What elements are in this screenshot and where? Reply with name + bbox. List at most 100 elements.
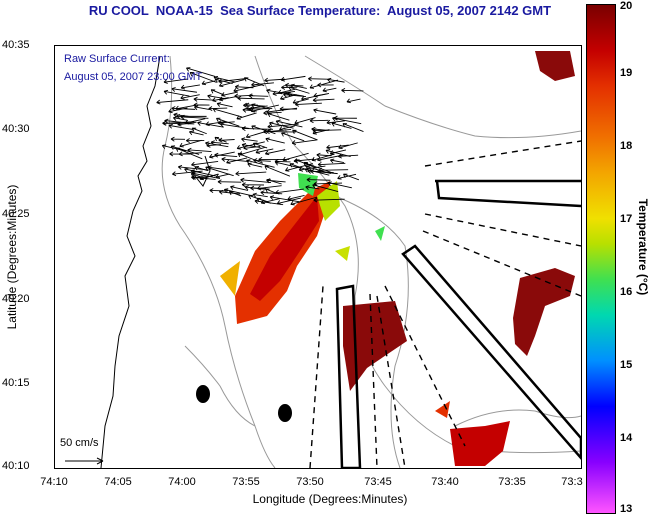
current-vector-arrow <box>252 192 268 198</box>
y-axis-label: Latitude (Degrees:Minutes) <box>5 184 19 330</box>
current-vector-arrow <box>241 182 264 188</box>
current-vector-arrow <box>215 117 240 127</box>
x-axis-label: Longitude (Degrees:Minutes) <box>252 492 408 506</box>
current-vector-arrow <box>326 144 349 150</box>
current-timestamp: August 05, 2007 23:00 GMT <box>64 71 203 83</box>
current-vector-arrow <box>317 161 346 167</box>
current-vector-arrow <box>187 147 212 153</box>
current-vector-arrow <box>252 142 268 149</box>
current-vector-arrow <box>309 79 339 89</box>
current-vector-arrow <box>208 106 228 111</box>
current-vector-arrow <box>193 96 216 102</box>
current-vector-arrow <box>263 110 282 116</box>
current-vector-arrow <box>255 148 274 154</box>
current-vector-arrow <box>256 197 272 204</box>
ytick: 40:30 <box>2 123 30 135</box>
current-vector-arrow <box>291 139 317 145</box>
current-vector-arrow <box>342 123 364 132</box>
xtick: 73:55 <box>232 476 260 488</box>
current-vector-arrow <box>199 173 219 181</box>
current-vector-arrow <box>267 123 299 129</box>
current-vector-arrow <box>197 121 224 128</box>
current-vector-arrow <box>279 125 295 131</box>
current-vector-arrow <box>333 115 357 121</box>
current-vector-arrow <box>241 137 258 143</box>
current-vector-arrow <box>175 104 198 111</box>
current-vector-arrow <box>264 165 291 177</box>
current-vector-arrow <box>179 139 202 148</box>
current-vector-arrow <box>205 121 226 127</box>
current-vector-arrow <box>329 158 345 164</box>
current-vector-arrow <box>332 116 362 125</box>
current-vector-arrow <box>341 88 364 93</box>
current-vector-arrow <box>292 129 318 141</box>
colorbar-tick: 14 <box>620 432 633 444</box>
survey-boxes <box>335 179 581 468</box>
current-vector-arrow <box>267 112 290 121</box>
current-vector-arrow <box>313 197 345 203</box>
current-vector-arrow <box>215 173 230 179</box>
surface-current-vectors <box>156 67 364 206</box>
current-vector-arrow <box>289 163 308 171</box>
current-vector-arrow <box>265 137 285 144</box>
current-vector-arrow <box>217 179 242 185</box>
current-vector-arrow <box>243 145 261 151</box>
current-vector-arrow <box>311 153 335 162</box>
scale-label: 50 cm/s <box>60 437 99 449</box>
current-vector-arrow <box>237 95 265 101</box>
current-vector-arrow <box>280 75 306 82</box>
bathymetry-contours <box>161 55 581 468</box>
sst-map-canvas <box>65 51 581 468</box>
current-vector-arrow <box>230 185 249 191</box>
current-vector-arrow <box>247 162 263 168</box>
current-vector-arrow <box>305 185 320 191</box>
current-vector-arrow <box>248 93 269 99</box>
current-vector-arrow <box>163 89 190 97</box>
current-vector-arrow <box>337 153 359 159</box>
current-vector-arrow <box>219 79 245 88</box>
current-vector-arrow <box>322 87 337 93</box>
colorbar-tick: 20 <box>620 0 633 12</box>
current-vector-arrow <box>274 160 301 169</box>
current-vector-arrow <box>236 141 265 150</box>
current-vector-arrow <box>189 130 204 136</box>
current-vector-arrow <box>246 159 275 168</box>
temperature-colorbar <box>586 4 616 514</box>
current-vector-arrow <box>214 152 238 158</box>
current-vector-arrow <box>233 84 263 93</box>
current-vector-arrow <box>312 183 339 192</box>
station-marker <box>278 404 292 422</box>
current-vector-arrow <box>223 188 254 197</box>
xtick: 74:05 <box>104 476 132 488</box>
current-vector-arrow <box>250 104 279 113</box>
current-vector-arrow <box>207 165 229 171</box>
current-vector-arrow <box>163 78 188 84</box>
scale-arrow <box>65 457 104 465</box>
current-vector-arrow <box>218 77 248 84</box>
current-vector-arrow <box>168 123 194 131</box>
colorbar-label: Temperature (°C) <box>636 198 650 296</box>
colorbar-tick: 17 <box>620 213 633 225</box>
current-vector-arrow <box>290 83 307 89</box>
current-vector-arrow <box>161 144 187 152</box>
current-vector-arrow <box>241 126 273 132</box>
current-vector-arrow <box>156 99 189 105</box>
ytick: 40:15 <box>2 377 30 389</box>
current-vector-arrow <box>301 93 330 101</box>
current-vector-arrow <box>171 87 198 93</box>
current-vector-arrow <box>213 75 236 83</box>
xtick: 74:00 <box>168 476 196 488</box>
station-marker <box>196 385 210 403</box>
current-vector-arrow <box>326 119 345 125</box>
current-vector-arrow <box>306 177 331 183</box>
current-vector-arrow <box>178 151 203 157</box>
current-vector-arrow <box>266 88 293 96</box>
current-vector-arrow <box>337 173 357 180</box>
xtick: 73:45 <box>364 476 392 488</box>
current-vector-arrow <box>313 108 337 115</box>
current-vector-arrow <box>311 126 329 132</box>
map-plot-area[interactable] <box>54 45 582 469</box>
ytick: 40:25 <box>2 208 30 220</box>
current-vector-arrow <box>290 196 318 206</box>
xtick: 73:50 <box>296 476 324 488</box>
